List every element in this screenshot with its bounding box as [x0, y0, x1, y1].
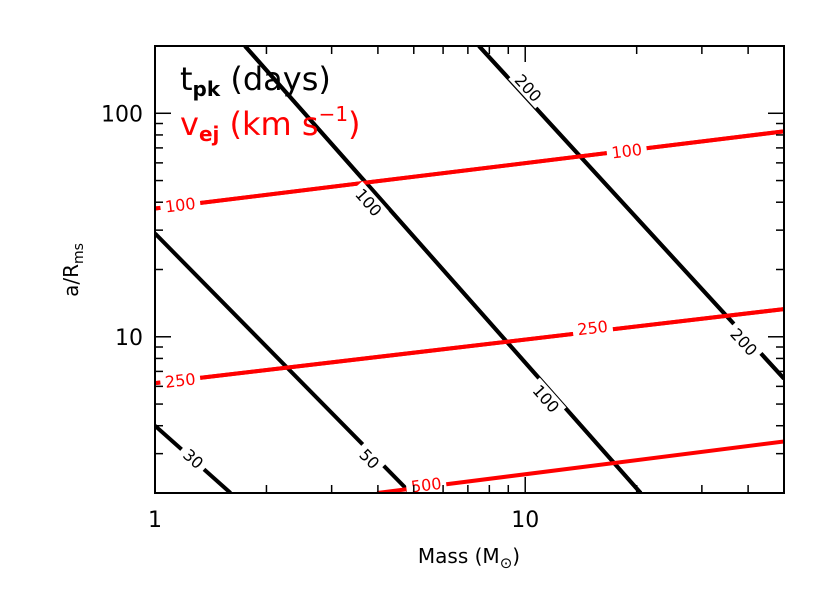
- svg-text:100: 100: [610, 140, 643, 163]
- axis-ticks: [154, 45, 785, 494]
- x-tick-label-10: 10: [511, 508, 539, 533]
- y-tick-label-10: 10: [115, 326, 143, 351]
- contour-label-t_pk-50-1: 50: [352, 441, 387, 476]
- contour-label-v_ej-100-6: 100: [159, 193, 202, 217]
- svg-text:250: 250: [576, 317, 609, 339]
- y-tick-label-100: 100: [101, 102, 143, 127]
- contour-label-v_ej-100-7: 100: [605, 139, 648, 163]
- svg-text:100: 100: [164, 194, 197, 217]
- contour-label-v_ej-250-9: 250: [571, 316, 614, 339]
- contour-line-v_ej-250-9: [155, 307, 784, 386]
- tick-labels: 1 10 10 100: [101, 102, 539, 533]
- y-axis-label-subscript: ms: [71, 243, 87, 264]
- x-tick-label-1: 1: [148, 508, 162, 533]
- contour-line-t_pk-100-3: [243, 46, 643, 493]
- contour-label-v_ej-500-10: 500: [405, 473, 448, 497]
- contour-label-t_pk-100-2: 100: [526, 377, 567, 420]
- contour-label-t_pk-200-4: 200: [508, 66, 549, 109]
- svg-text:500: 500: [410, 474, 443, 497]
- x-axis-label: Mass (M⊙): [418, 544, 520, 572]
- legend: tpk (days) vej (km s−1): [180, 60, 361, 146]
- y-axis-label: a/Rms: [59, 243, 87, 297]
- x-axis-label-subscript: ⊙: [500, 554, 513, 572]
- contour-label-t_pk-200-5: 200: [723, 320, 765, 363]
- svg-text:250: 250: [164, 369, 197, 391]
- contour-line-v_ej-100-7: [155, 129, 784, 211]
- legend-entry-tpk: tpk (days): [180, 60, 331, 101]
- contour-label-v_ej-250-8: 250: [159, 368, 202, 392]
- legend-entry-vej: vej (km s−1): [180, 102, 361, 146]
